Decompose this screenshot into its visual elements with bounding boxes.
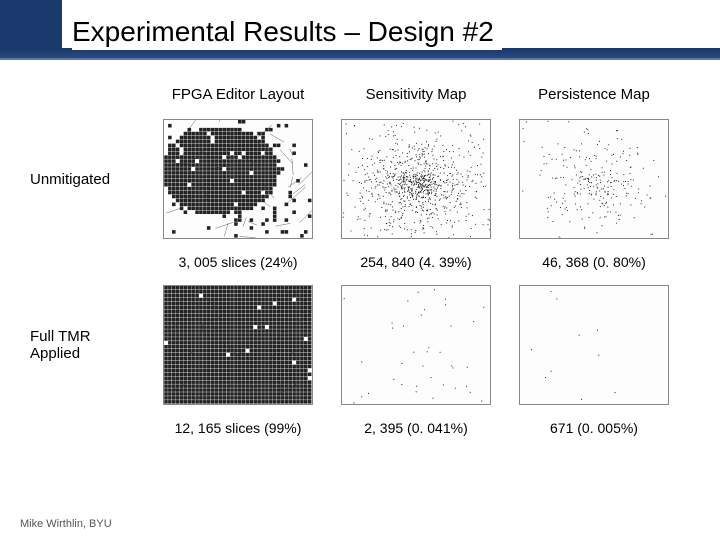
caption-unmitigated-persistence: 46, 368 (0. 80%) xyxy=(542,254,646,270)
caption-tmr-persistence: 671 (0. 005%) xyxy=(550,420,638,436)
thumb-unmitigated-persistence xyxy=(519,119,669,239)
results-grid: FPGA Editor Layout Sensitivity Map Persi… xyxy=(30,80,700,440)
col-header-sensitivity: Sensitivity Map xyxy=(366,86,467,103)
thumb-tmr-persistence xyxy=(519,285,669,405)
thumb-tmr-sensitivity xyxy=(341,285,491,405)
title-bar: Experimental Results – Design #2 xyxy=(0,0,720,60)
caption-tmr-layout: 12, 165 slices (99%) xyxy=(175,420,302,436)
caption-unmitigated-layout: 3, 005 slices (24%) xyxy=(178,254,297,270)
thumb-unmitigated-layout xyxy=(163,119,313,239)
row-label-unmitigated: Unmitigated xyxy=(30,171,110,188)
slide-title: Experimental Results – Design #2 xyxy=(72,14,502,50)
col-header-persistence: Persistence Map xyxy=(538,86,650,103)
col-header-layout: FPGA Editor Layout xyxy=(172,86,305,103)
slide-footer: Mike Wirthlin, BYU xyxy=(20,518,112,530)
thumb-tmr-layout xyxy=(163,285,313,405)
slide-content: FPGA Editor Layout Sensitivity Map Persi… xyxy=(0,60,720,440)
caption-unmitigated-sensitivity: 254, 840 (4. 39%) xyxy=(360,254,471,270)
row-label-tmr: Full TMR Applied xyxy=(30,328,140,362)
thumb-unmitigated-sensitivity xyxy=(341,119,491,239)
caption-tmr-sensitivity: 2, 395 (0. 041%) xyxy=(364,420,468,436)
